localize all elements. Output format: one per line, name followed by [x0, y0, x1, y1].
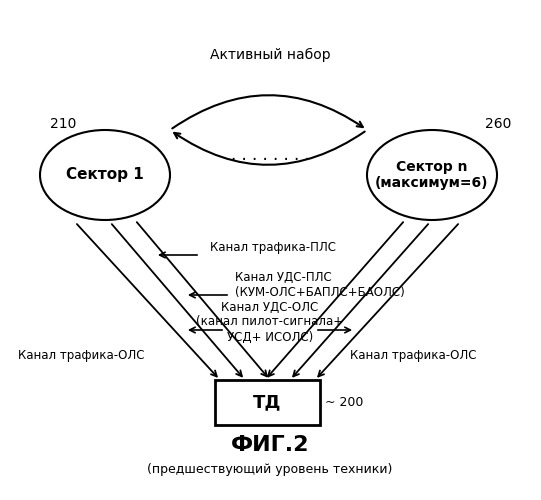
- Text: Сектор 1: Сектор 1: [66, 168, 144, 182]
- Text: ТД: ТД: [253, 394, 282, 411]
- Text: Канал трафика-ПЛС: Канал трафика-ПЛС: [210, 242, 336, 254]
- Text: Сектор n
(максимум=6): Сектор n (максимум=6): [375, 160, 489, 190]
- Text: ФИГ.2: ФИГ.2: [231, 435, 309, 455]
- Text: Активный набор: Активный набор: [210, 48, 331, 62]
- FancyBboxPatch shape: [215, 380, 320, 425]
- Text: Канал трафика-ОЛС: Канал трафика-ОЛС: [18, 348, 144, 362]
- Ellipse shape: [367, 130, 497, 220]
- Text: 260: 260: [485, 117, 511, 131]
- Text: . . . . . . . .: . . . . . . . .: [230, 146, 309, 164]
- Text: Канал УДС-ОЛС
(канал пилот-сигнала+
УСД+ ИСОЛС): Канал УДС-ОЛС (канал пилот-сигнала+ УСД+…: [196, 300, 344, 344]
- Ellipse shape: [40, 130, 170, 220]
- Text: ~ 200: ~ 200: [325, 396, 364, 409]
- Text: Канал УДС-ПЛС
(КУМ-ОЛС+БАПЛС+БАОЛС): Канал УДС-ПЛС (КУМ-ОЛС+БАПЛС+БАОЛС): [235, 271, 405, 299]
- Text: 210: 210: [50, 117, 76, 131]
- Text: Канал трафика-ОЛС: Канал трафика-ОЛС: [350, 348, 477, 362]
- Text: (предшествующий уровень техники): (предшествующий уровень техники): [147, 464, 393, 476]
